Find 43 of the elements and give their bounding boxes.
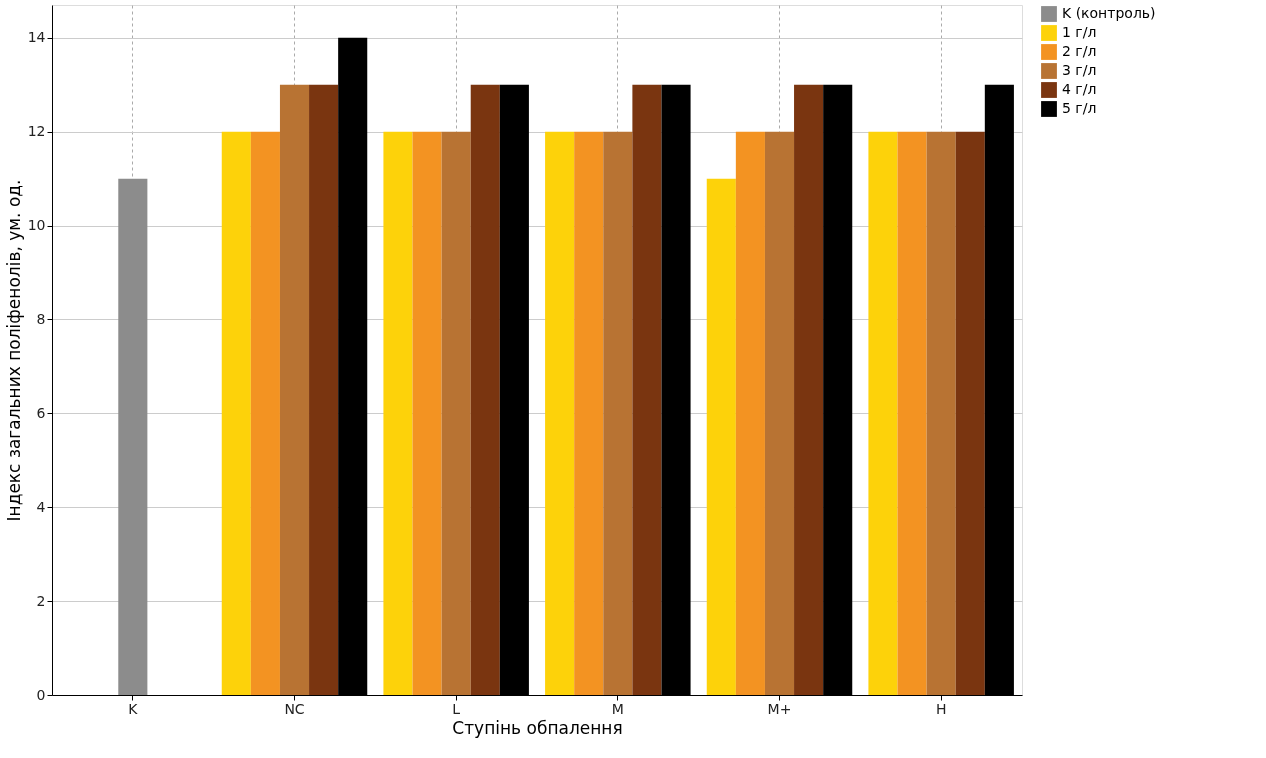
bar — [706, 178, 736, 695]
bar — [309, 84, 339, 695]
legend-label: 3 г/л — [1062, 62, 1097, 78]
bar — [412, 131, 442, 695]
x-tick-label: M+ — [767, 700, 792, 717]
y-tick-label: 0 — [36, 686, 46, 703]
y-tick-label: 8 — [36, 310, 46, 327]
legend-label: 1 г/л — [1062, 24, 1097, 40]
x-tick-label: L — [452, 700, 461, 717]
bar — [897, 131, 927, 695]
bar — [764, 131, 795, 695]
bar — [868, 131, 898, 695]
y-tick-label: 2 — [36, 592, 46, 609]
bar — [383, 131, 413, 695]
x-tick-label: NC — [284, 700, 305, 717]
legend-label: 5 г/л — [1062, 100, 1097, 116]
x-tick-label: K — [128, 700, 139, 717]
x-axis-title: Ступінь обпалення — [452, 717, 623, 738]
bar — [279, 84, 310, 695]
legend-label: 4 г/л — [1062, 81, 1097, 97]
bar — [574, 131, 604, 695]
bar — [794, 84, 824, 695]
x-tick-label: H — [935, 700, 947, 717]
legend-label: K (контроль) — [1062, 5, 1156, 21]
bar — [221, 131, 251, 695]
bar — [603, 131, 633, 695]
bar — [545, 131, 575, 695]
legend-label: 2 г/л — [1062, 43, 1097, 59]
y-tick-label: 14 — [27, 29, 46, 46]
y-tick-label: 12 — [27, 123, 46, 140]
bar — [118, 178, 148, 695]
bar — [632, 84, 662, 695]
bar — [955, 131, 985, 695]
y-tick-label: 6 — [36, 404, 46, 421]
bar — [926, 131, 956, 695]
x-tick-label: M — [611, 700, 624, 717]
bar — [470, 84, 500, 695]
y-tick-label: 4 — [36, 498, 46, 515]
y-axis-title: Індекс загальних поліфенолів, ум. од. — [3, 179, 24, 522]
bar — [250, 131, 280, 695]
bar — [441, 131, 471, 695]
y-tick-label: 10 — [27, 217, 46, 234]
bar — [735, 131, 765, 695]
